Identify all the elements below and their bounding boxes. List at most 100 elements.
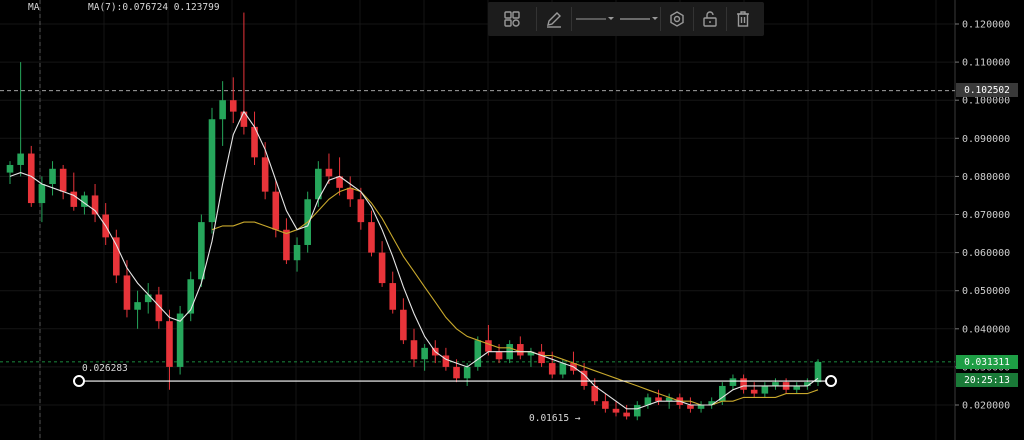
candle-up bbox=[665, 397, 673, 402]
candle-down bbox=[591, 385, 599, 402]
trash-icon[interactable] bbox=[727, 2, 759, 36]
candle-up bbox=[527, 351, 535, 356]
candle-up bbox=[6, 164, 14, 173]
candle-down bbox=[517, 344, 524, 356]
candle-down bbox=[740, 378, 747, 390]
y-tick-label: 0.120000 bbox=[962, 20, 1010, 31]
candle-down bbox=[612, 408, 620, 413]
candle-down bbox=[251, 126, 258, 158]
trendline-handle-left bbox=[73, 375, 85, 388]
candle-down bbox=[155, 294, 163, 322]
candle-up bbox=[633, 405, 641, 417]
candle-up bbox=[814, 361, 822, 383]
candle-down bbox=[261, 157, 269, 192]
support-level-label: 0.026283 bbox=[82, 363, 128, 374]
candle-down bbox=[27, 153, 35, 204]
candle-up bbox=[804, 382, 811, 386]
candle-up bbox=[421, 347, 428, 360]
y-tick-label: 0.040000 bbox=[962, 324, 1010, 335]
candle-down bbox=[602, 401, 609, 409]
indicator-values: MA(7):0.076724 0.123799 bbox=[88, 2, 220, 13]
candle-down bbox=[453, 366, 460, 379]
indicator-name: MA bbox=[28, 2, 40, 13]
line-style-dropdown[interactable] bbox=[572, 2, 616, 36]
candle-up bbox=[81, 195, 88, 207]
y-tick-label: 0.020000 bbox=[962, 401, 1010, 412]
candle-down bbox=[485, 340, 492, 352]
candle-up bbox=[474, 340, 482, 367]
candle-up bbox=[49, 168, 56, 185]
candle-down bbox=[123, 275, 131, 310]
candle-up bbox=[697, 405, 705, 409]
drawing-toolbar bbox=[488, 2, 764, 36]
settings-icon[interactable] bbox=[661, 2, 693, 36]
candle-up bbox=[144, 294, 152, 303]
last-price-tag: 0.031311 bbox=[956, 355, 1018, 369]
y-tick-label: 0.110000 bbox=[962, 58, 1010, 69]
candle-down bbox=[410, 340, 418, 360]
candle-down bbox=[70, 191, 78, 207]
candle-down bbox=[655, 397, 662, 402]
candle-up bbox=[761, 385, 769, 394]
candle-up bbox=[644, 397, 652, 405]
candle-down bbox=[687, 405, 694, 409]
grid-icon[interactable] bbox=[488, 2, 536, 36]
candle-up bbox=[17, 153, 24, 165]
line-width-dropdown[interactable] bbox=[616, 2, 660, 36]
candle-up bbox=[719, 385, 726, 402]
low-price-label: 0.01615 → bbox=[529, 413, 581, 424]
candle-down bbox=[389, 283, 397, 310]
candle-down bbox=[91, 195, 99, 215]
candle-up bbox=[793, 385, 801, 390]
candle-up bbox=[708, 401, 715, 405]
candle-up bbox=[219, 100, 226, 120]
candle-up bbox=[293, 244, 301, 261]
candle-down bbox=[623, 412, 630, 417]
candle-down bbox=[378, 252, 386, 284]
candle-up bbox=[176, 313, 184, 367]
candle-up bbox=[208, 119, 216, 223]
candle-up bbox=[134, 302, 141, 310]
candle-up bbox=[463, 366, 471, 379]
candle-down bbox=[357, 199, 365, 223]
candle-up bbox=[772, 382, 779, 386]
candle-down bbox=[325, 168, 333, 177]
ma-fast-line bbox=[9, 110, 819, 410]
candle-up bbox=[38, 184, 46, 204]
candle-down bbox=[750, 389, 758, 394]
pencil-icon[interactable] bbox=[537, 2, 571, 36]
candle-up bbox=[198, 222, 205, 280]
candle-up bbox=[729, 378, 737, 386]
crosshair-price-tag: 0.102502 bbox=[956, 83, 1018, 97]
candle-down bbox=[283, 229, 290, 261]
candle-down bbox=[495, 351, 503, 360]
y-tick-label: 0.090000 bbox=[962, 134, 1010, 145]
candle-down bbox=[166, 321, 173, 367]
y-tick-label: 0.100000 bbox=[962, 96, 1010, 107]
candle-down bbox=[580, 370, 588, 386]
y-tick-label: 0.070000 bbox=[962, 210, 1010, 221]
candle-down bbox=[272, 191, 280, 230]
y-tick-label: 0.060000 bbox=[962, 248, 1010, 259]
candle-up bbox=[559, 363, 567, 375]
candle-down bbox=[229, 100, 237, 112]
candle-up bbox=[315, 168, 322, 200]
candle-down bbox=[336, 176, 343, 188]
candle-up bbox=[187, 279, 195, 314]
candle-down bbox=[113, 237, 120, 276]
lock-icon[interactable] bbox=[694, 2, 726, 36]
candle-down bbox=[240, 111, 248, 127]
candle-down bbox=[548, 363, 556, 375]
candle-down bbox=[346, 187, 354, 200]
trendline-handle-right bbox=[825, 375, 837, 388]
ma-slow-line bbox=[211, 187, 819, 406]
y-tick-label: 0.080000 bbox=[962, 172, 1010, 183]
candle-down bbox=[538, 351, 545, 364]
candle-down bbox=[368, 222, 375, 253]
candle-down bbox=[442, 355, 450, 367]
y-tick-label: 0.050000 bbox=[962, 286, 1010, 297]
candle-down bbox=[400, 309, 407, 341]
